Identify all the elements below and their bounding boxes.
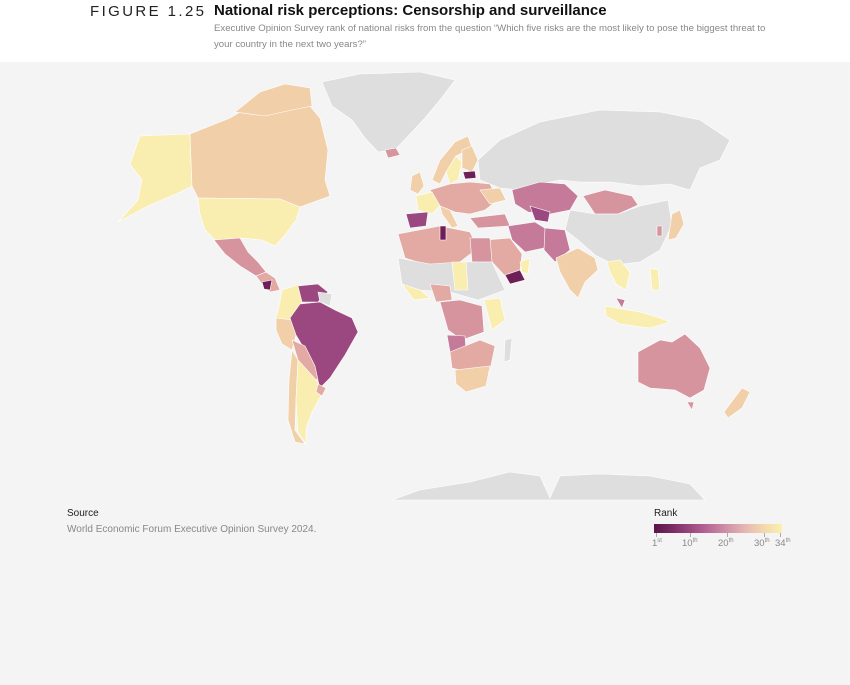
country-nicaragua xyxy=(261,279,273,291)
legend-tick-label-1st: 1st xyxy=(652,538,662,549)
legend-tick-20 xyxy=(727,533,728,537)
country-thailand-vietnam xyxy=(606,259,631,291)
country-spain xyxy=(405,211,429,229)
legend-color-bar xyxy=(654,524,782,533)
country-china xyxy=(564,199,673,266)
country-uk xyxy=(409,171,425,195)
legend-tick-label-20th: 20th xyxy=(718,538,734,549)
country-southern-africa xyxy=(449,339,496,373)
antarctica xyxy=(391,471,706,501)
country-uzbekistan xyxy=(529,205,551,223)
figure-header: FIGURE 1.25 National risk perceptions: C… xyxy=(0,0,850,62)
country-south-africa xyxy=(454,365,491,393)
legend-tick-label-30th: 30th xyxy=(754,538,770,549)
legend-title: Rank xyxy=(654,508,678,519)
country-finland xyxy=(461,145,479,173)
country-iceland xyxy=(384,147,401,159)
legend-tick-30 xyxy=(764,533,765,537)
legend-tick-label-34th: 34th xyxy=(775,538,791,549)
country-australia xyxy=(637,333,711,399)
country-new-zealand xyxy=(723,387,751,419)
country-nigeria xyxy=(429,283,453,303)
figure-title: National risk perceptions: Censorship an… xyxy=(214,2,607,19)
legend-tick-10 xyxy=(690,533,691,537)
country-uruguay xyxy=(315,383,327,397)
figure-subtitle: Executive Opinion Survey rank of nationa… xyxy=(214,23,766,50)
country-malaysia xyxy=(615,297,626,309)
source-label: Source xyxy=(67,508,99,519)
country-yemen xyxy=(504,269,526,285)
country-south-korea xyxy=(656,225,663,237)
legend-tick-1 xyxy=(656,533,657,537)
country-russia xyxy=(477,109,731,191)
country-indonesia xyxy=(604,305,671,329)
country-central-africa xyxy=(439,299,485,341)
country-italy xyxy=(439,205,459,229)
country-west-africa xyxy=(401,283,431,301)
country-alaska xyxy=(117,133,193,223)
country-canada-islands xyxy=(234,83,313,117)
source-text: World Economic Forum Executive Opinion S… xyxy=(67,524,317,535)
country-east-africa xyxy=(483,297,506,331)
country-turkey xyxy=(469,213,511,229)
country-usa xyxy=(197,197,301,247)
country-france xyxy=(415,191,441,215)
country-chad xyxy=(451,261,469,291)
country-latvia xyxy=(462,170,477,180)
figure-label: FIGURE 1.25 xyxy=(90,3,207,20)
country-tunisia xyxy=(439,225,447,241)
country-madagascar xyxy=(503,337,513,363)
country-ukraine xyxy=(479,187,507,205)
country-tasmania xyxy=(686,401,695,411)
country-greenland xyxy=(321,71,456,153)
country-oman xyxy=(519,257,531,275)
country-sweden xyxy=(445,155,463,185)
country-india xyxy=(555,247,599,299)
legend-tick-34 xyxy=(780,533,781,537)
legend-tick-label-10th: 10th xyxy=(682,538,698,549)
country-mexico xyxy=(213,237,267,277)
country-egypt xyxy=(469,237,493,263)
country-japan xyxy=(667,209,685,241)
world-map xyxy=(117,71,751,501)
country-philippines xyxy=(649,267,661,291)
